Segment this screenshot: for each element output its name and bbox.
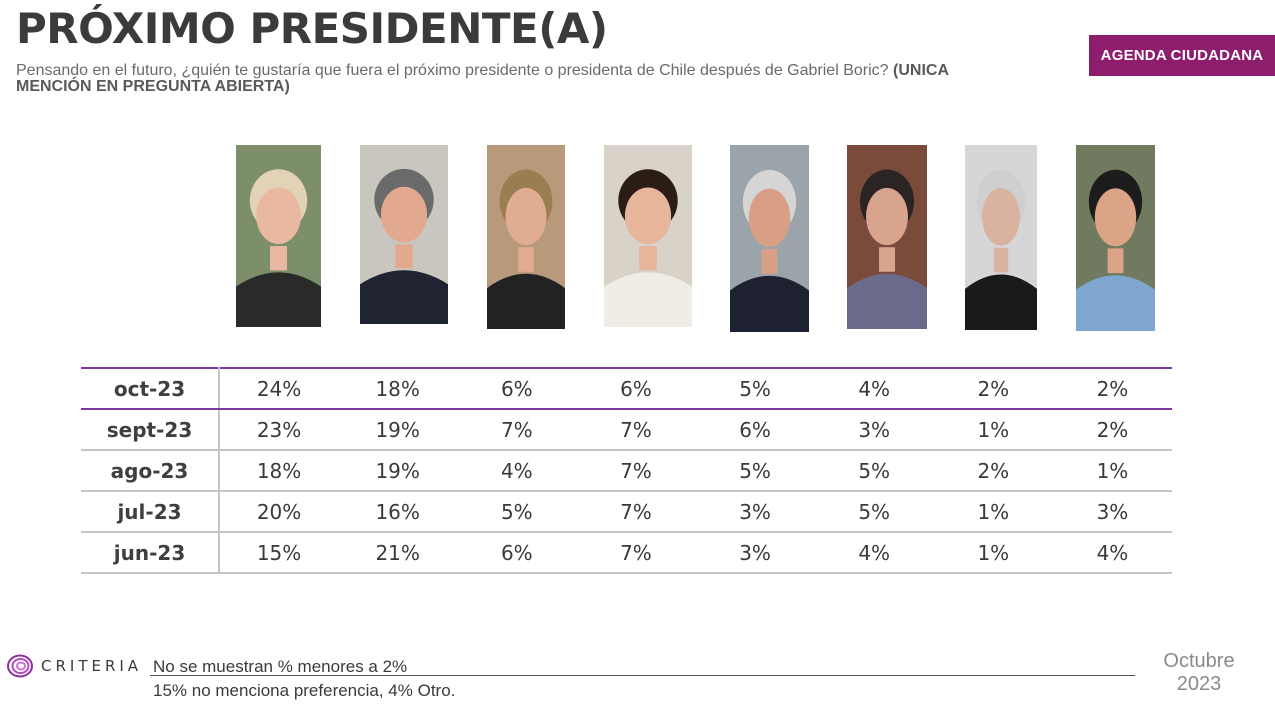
value-cell: 5% [695, 367, 815, 410]
value-cell: 5% [457, 491, 577, 533]
value-cell: 18% [219, 450, 339, 492]
candidate-photo-1 [236, 145, 321, 327]
value-cell: 3% [814, 409, 934, 451]
subtitle-question: Pensando en el futuro, ¿quién te gustarí… [16, 62, 889, 79]
value-cell: 6% [457, 367, 577, 410]
value-cell: 2% [1052, 409, 1172, 451]
row-label: ago-23 [81, 450, 220, 492]
value-cell: 3% [1052, 491, 1172, 533]
report-year: 2023 [1176, 673, 1222, 695]
footnote-no-preference: 15% no menciona preferencia, 4% Otro. [153, 681, 456, 700]
value-cell: 2% [1052, 367, 1172, 410]
value-cell: 5% [695, 450, 815, 492]
portrait-image [1076, 145, 1155, 331]
row-label: jun-23 [81, 532, 220, 574]
value-cell: 20% [219, 491, 339, 533]
candidate-photo-5 [730, 145, 809, 332]
candidate-photo-7 [965, 145, 1037, 330]
criteria-logo: CRITERIA [5, 653, 142, 679]
value-cell: 19% [338, 450, 458, 492]
candidate-photo-2 [360, 145, 448, 324]
value-cell: 7% [576, 450, 696, 492]
value-cell: 7% [576, 409, 696, 451]
value-cell: 4% [814, 367, 934, 410]
value-cell: 7% [457, 409, 577, 451]
value-cell: 3% [695, 532, 815, 574]
value-cell: 7% [576, 491, 696, 533]
table-row: oct-23 24% 18% 6% 6% 5% 4% 2% 2% [81, 367, 1172, 410]
value-cell: 1% [933, 409, 1053, 451]
portrait-image [236, 145, 321, 327]
value-cell: 2% [933, 450, 1053, 492]
section-badge: AGENDA CIUDADANA [1089, 35, 1275, 76]
value-cell: 21% [338, 532, 458, 574]
table-row: jun-23 15% 21% 6% 7% 3% 4% 1% 4% [81, 532, 1172, 574]
candidate-photo-3 [487, 145, 565, 329]
value-cell: 4% [1052, 532, 1172, 574]
candidate-photo-8 [1076, 145, 1155, 331]
candidate-photo-4 [604, 145, 692, 327]
value-cell: 2% [933, 367, 1053, 410]
portrait-image [360, 145, 448, 324]
table-row: sept-23 23% 19% 7% 7% 6% 3% 1% 2% [81, 409, 1172, 451]
value-cell: 1% [1052, 450, 1172, 492]
portrait-image [487, 145, 565, 329]
value-cell: 16% [338, 491, 458, 533]
value-cell: 5% [814, 450, 934, 492]
value-cell: 3% [695, 491, 815, 533]
portrait-image [604, 145, 692, 327]
value-cell: 5% [814, 491, 934, 533]
value-cell: 18% [338, 367, 458, 410]
results-table: oct-23 24% 18% 6% 6% 5% 4% 2% 2% sept-23 23% 19% 7% 7… [81, 367, 1172, 574]
value-cell: 1% [933, 532, 1053, 574]
table-row: ago-23 18% 19% 4% 7% 5% 5% 2% 1% [81, 450, 1172, 492]
value-cell: 6% [695, 409, 815, 451]
value-cell: 1% [933, 491, 1053, 533]
portrait-image [847, 145, 927, 329]
value-cell: 4% [814, 532, 934, 574]
page-title: PRÓXIMO PRESIDENTE(A) [16, 4, 608, 53]
value-cell: 19% [338, 409, 458, 451]
value-cell: 7% [576, 532, 696, 574]
footnote-divider [150, 675, 1135, 676]
value-cell: 6% [576, 367, 696, 410]
criteria-logo-icon [7, 654, 33, 678]
page-subtitle: Pensando en el futuro, ¿quién te gustarí… [16, 63, 976, 95]
candidate-photo-6 [847, 145, 927, 329]
criteria-logo-text: CRITERIA [41, 657, 143, 675]
value-cell: 6% [457, 532, 577, 574]
subtitle-qualifier: (UNICA MENCIÓN EN PREGUNTA ABIERTA) [16, 62, 949, 95]
value-cell: 4% [457, 450, 577, 492]
table-row: jul-23 20% 16% 5% 7% 3% 5% 1% 3% [81, 491, 1172, 533]
row-label: oct-23 [81, 367, 220, 410]
row-label: jul-23 [81, 491, 220, 533]
row-label: sept-23 [81, 409, 220, 451]
value-cell: 15% [219, 532, 339, 574]
value-cell: 24% [219, 367, 339, 410]
portrait-image [965, 145, 1037, 330]
portrait-image [730, 145, 809, 332]
value-cell: 23% [219, 409, 339, 451]
report-month: Octubre [1163, 650, 1235, 672]
footnote-threshold: No se muestran % menores a 2% [153, 657, 408, 676]
report-date: Octubre 2023 [1148, 650, 1250, 696]
